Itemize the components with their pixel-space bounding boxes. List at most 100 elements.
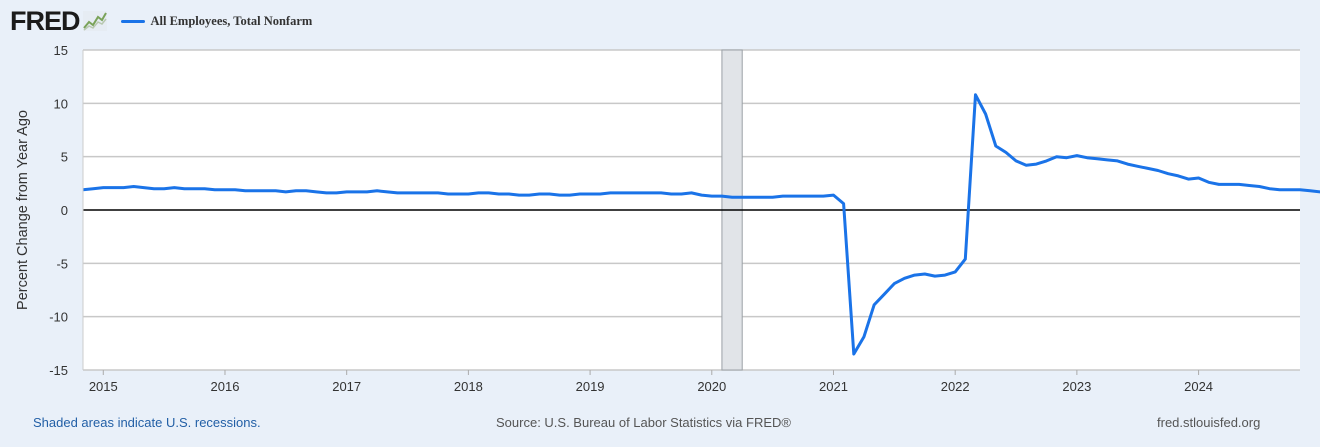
data-point	[1137, 165, 1139, 167]
data-point	[1208, 181, 1210, 183]
data-point	[1167, 173, 1169, 175]
data-point	[457, 193, 459, 195]
data-point	[133, 186, 135, 188]
data-point	[559, 194, 561, 196]
legend[interactable]: All Employees, Total Nonfarm	[120, 13, 313, 29]
data-point	[407, 192, 409, 194]
data-point	[528, 194, 530, 196]
data-point	[549, 193, 551, 195]
data-point	[153, 188, 155, 190]
data-point	[417, 192, 419, 194]
data-point	[630, 192, 632, 194]
x-tick-label: 2021	[819, 379, 848, 394]
data-point	[833, 194, 835, 196]
data-point	[792, 195, 794, 197]
y-tick-label: 10	[54, 96, 68, 111]
data-point	[711, 195, 713, 197]
data-point	[356, 191, 358, 193]
data-point	[1096, 158, 1098, 160]
data-point	[488, 192, 490, 194]
x-tick-label: 2020	[697, 379, 726, 394]
data-point	[934, 275, 936, 277]
data-point	[285, 191, 287, 193]
data-point	[650, 192, 652, 194]
data-point	[802, 195, 804, 197]
data-point	[163, 188, 165, 190]
data-point	[478, 192, 480, 194]
data-point	[1258, 186, 1260, 188]
data-point	[1238, 183, 1240, 185]
series-line[interactable]	[82, 93, 1320, 356]
data-point	[741, 196, 743, 198]
data-point	[173, 187, 175, 189]
data-point	[762, 196, 764, 198]
y-tick-label: -15	[49, 363, 68, 378]
data-point	[609, 192, 611, 194]
data-point	[265, 190, 267, 192]
y-tick-label: -10	[49, 310, 68, 325]
data-point	[1015, 160, 1017, 162]
data-point	[234, 189, 236, 191]
data-point	[1299, 189, 1301, 191]
x-tick-label: 2015	[89, 379, 118, 394]
data-point	[893, 283, 895, 285]
data-point	[305, 190, 307, 192]
y-tick-label: 5	[61, 150, 68, 165]
data-point	[194, 188, 196, 190]
data-point	[721, 195, 723, 197]
site-link[interactable]: fred.stlouisfed.org	[1157, 415, 1261, 430]
data-point	[183, 188, 185, 190]
x-tick-label: 2023	[1062, 379, 1091, 394]
data-point	[437, 192, 439, 194]
data-point	[1177, 175, 1179, 177]
data-point	[427, 192, 429, 194]
data-point	[660, 192, 662, 194]
data-point	[224, 189, 226, 191]
y-axis-label: Percent Change from Year Ago	[15, 110, 31, 310]
legend-swatch	[120, 19, 145, 23]
data-point	[1005, 151, 1007, 153]
data-point	[143, 187, 145, 189]
y-tick-label: -5	[56, 256, 68, 271]
data-point	[863, 336, 865, 338]
source-note: Source: U.S. Bureau of Labor Statistics …	[496, 415, 791, 430]
data-point	[447, 193, 449, 195]
data-point	[275, 190, 277, 192]
data-point	[1218, 183, 1220, 185]
y-tick-label: 0	[61, 203, 68, 218]
data-point	[772, 196, 774, 198]
data-point	[822, 195, 824, 197]
data-point	[924, 273, 926, 275]
data-point	[975, 94, 977, 96]
x-tick-label: 2017	[332, 379, 361, 394]
data-point	[295, 190, 297, 192]
data-point	[508, 193, 510, 195]
data-point	[964, 258, 966, 260]
data-point	[985, 113, 987, 115]
line-chart[interactable]: 15 10 5 0 -5 -10 -15 2015 2016 2017 2018 2019 2020 20…	[0, 0, 1320, 410]
data-point	[579, 193, 581, 195]
x-tick-label: 2018	[454, 379, 483, 394]
data-point	[366, 191, 368, 193]
data-point	[995, 145, 997, 147]
y-tick-label: 15	[54, 43, 68, 58]
data-point	[386, 191, 388, 193]
data-point	[904, 277, 906, 279]
data-point	[944, 274, 946, 276]
data-point	[396, 192, 398, 194]
data-point	[914, 274, 916, 276]
data-point	[599, 193, 601, 195]
data-point	[1076, 155, 1078, 157]
recession-note[interactable]: Shaded areas indicate U.S. recessions.	[33, 415, 261, 430]
data-point	[1289, 189, 1291, 191]
data-point	[1147, 167, 1149, 169]
data-point	[1086, 157, 1088, 159]
data-point	[1309, 190, 1311, 192]
data-point	[204, 188, 206, 190]
data-point	[518, 194, 520, 196]
data-point	[1117, 160, 1119, 162]
data-point	[680, 193, 682, 195]
fred-logo[interactable]: FRED	[10, 5, 80, 36]
legend-label: All Employees, Total Nonfarm	[150, 13, 313, 28]
data-point	[1198, 177, 1200, 179]
